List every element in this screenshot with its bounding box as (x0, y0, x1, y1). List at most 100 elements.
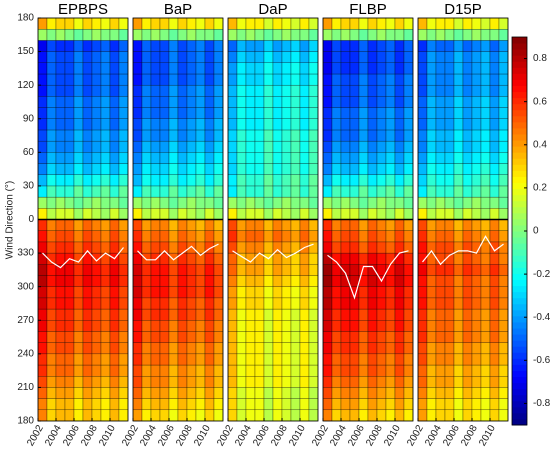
heatmap-cell (236, 62, 247, 75)
x-tick-label: 2010 (382, 423, 403, 448)
heatmap-cell (186, 320, 197, 332)
heatmap-cell (290, 264, 301, 276)
heatmap-cell (245, 241, 256, 254)
heatmap-cell (245, 208, 256, 220)
heatmap-cell (403, 376, 414, 388)
heatmap-cell (299, 264, 310, 276)
heatmap-cell (426, 398, 437, 411)
heatmap-cell (444, 275, 455, 287)
heatmap-cell (109, 264, 120, 276)
heatmap-cell (299, 40, 310, 52)
heatmap-cell (331, 185, 342, 198)
heatmap-cell (100, 196, 111, 209)
heatmap-cell (471, 387, 482, 399)
colorbar-step (512, 37, 527, 44)
heatmap-cell (168, 174, 179, 187)
heatmap-cell (141, 409, 152, 422)
heatmap-cell (349, 320, 360, 332)
heatmap-cell (340, 286, 351, 299)
heatmap-cell (471, 308, 482, 321)
heatmap-cell (236, 51, 247, 63)
heatmap-cell (159, 320, 170, 332)
heatmap-cell (358, 84, 369, 97)
heatmap-cell (55, 331, 66, 343)
heatmap-cell (417, 320, 428, 332)
heatmap-cell (159, 230, 170, 243)
heatmap-cell (453, 84, 464, 97)
x-tick-label: 2010 (477, 423, 498, 448)
heatmap-cell (186, 73, 197, 86)
heatmap-cell (462, 140, 473, 153)
heatmap-cell (213, 196, 224, 209)
heatmap-cell (426, 107, 437, 119)
heatmap-cell (150, 51, 161, 63)
heatmap-cell (73, 17, 84, 30)
heatmap-cell (322, 376, 333, 388)
heatmap-cell (462, 40, 473, 52)
heatmap-cell (331, 320, 342, 332)
heatmap-cell (349, 230, 360, 243)
heatmap-cell (195, 96, 206, 108)
heatmap-cell (64, 163, 75, 175)
heatmap-cell (435, 331, 446, 343)
heatmap-cell (290, 353, 301, 366)
heatmap-cell (322, 62, 333, 75)
heatmap-cell (227, 196, 238, 209)
heatmap (37, 17, 129, 422)
heatmap-cell (322, 387, 333, 399)
heatmap-cell (308, 264, 319, 276)
heatmap-cell (195, 219, 206, 231)
heatmap-cell (340, 107, 351, 119)
heatmap-cell (444, 129, 455, 142)
heatmap-cell (290, 17, 301, 30)
heatmap-cell (109, 129, 120, 142)
heatmap-cell (141, 398, 152, 411)
heatmap-cell (37, 364, 48, 377)
heatmap-cell (227, 409, 238, 422)
heatmap-cell (55, 219, 66, 231)
heatmap-cell (177, 286, 188, 299)
y-axis-label: Wind Direction (°) (5, 181, 16, 259)
heatmap-cell (403, 219, 414, 231)
heatmap-cell (480, 163, 491, 175)
heatmap-cell (299, 118, 310, 131)
heatmap-cell (100, 73, 111, 86)
heatmap-cell (213, 398, 224, 411)
heatmap-cell (435, 185, 446, 198)
heatmap-cell (444, 398, 455, 411)
heatmap-cell (444, 40, 455, 52)
heatmap-cell (394, 387, 405, 399)
heatmap-cell (64, 40, 75, 52)
x-tick-label: 2002 (120, 423, 141, 448)
x-tick-label: 2008 (79, 423, 100, 448)
heatmap-cell (64, 230, 75, 243)
heatmap-cell (358, 62, 369, 75)
heatmap-cell (91, 208, 102, 220)
heatmap-cell (498, 118, 509, 131)
heatmap-cell (213, 163, 224, 175)
heatmap-cell (272, 264, 283, 276)
heatmap-cell (227, 364, 238, 377)
heatmap-cell (444, 241, 455, 254)
heatmap-cell (118, 129, 129, 142)
heatmap-cell (385, 376, 396, 388)
heatmap-cell (367, 51, 378, 63)
heatmap-cell (489, 152, 500, 164)
heatmap-cell (186, 398, 197, 411)
heatmap-cell (46, 163, 57, 175)
heatmap-cell (403, 398, 414, 411)
heatmap-cell (186, 264, 197, 276)
heatmap-cell (299, 275, 310, 287)
heatmap-cell (227, 342, 238, 355)
heatmap-cell (394, 208, 405, 220)
heatmap-cell (358, 409, 369, 422)
x-tick-label: 2002 (310, 423, 331, 448)
heatmap-cell (453, 40, 464, 52)
heatmap-cell (403, 264, 414, 276)
heatmap-cell (340, 152, 351, 164)
heatmap-cell (417, 208, 428, 220)
heatmap-cell (236, 398, 247, 411)
heatmap-cell (417, 241, 428, 254)
heatmap-cell (82, 308, 93, 321)
